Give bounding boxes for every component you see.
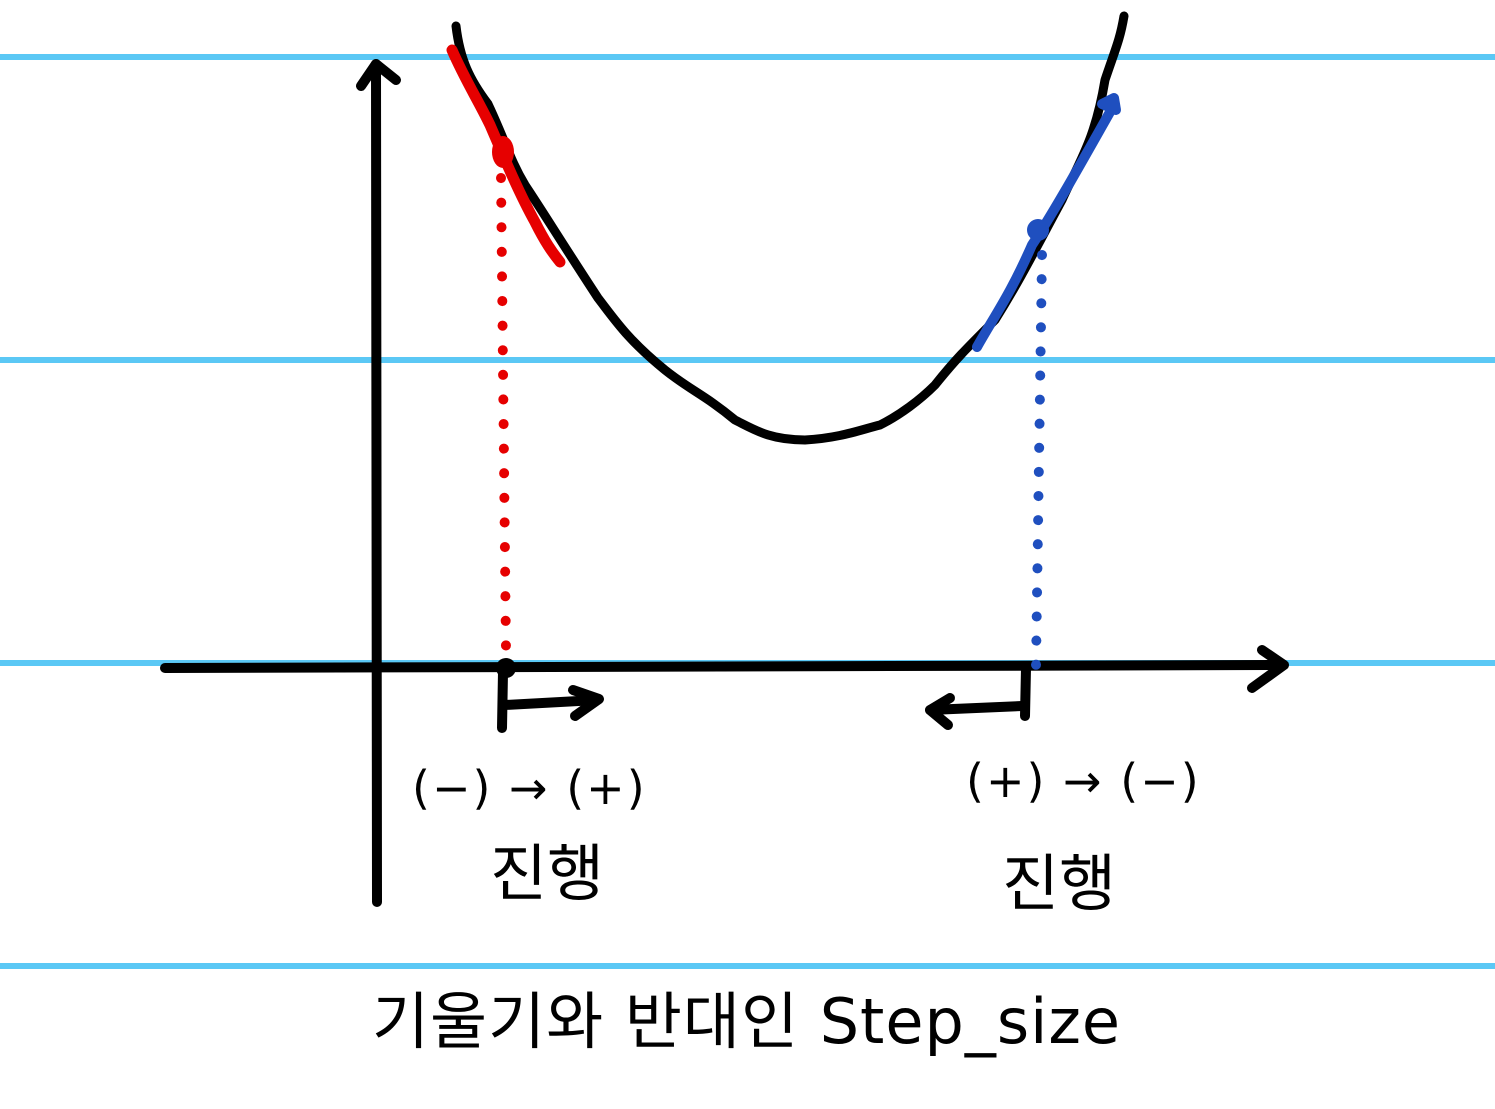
right-projection-dotted-line (1031, 250, 1047, 670)
left-step-arrow (500, 695, 602, 710)
left-tangent (446, 44, 566, 657)
left-proceed-label: 진행 (490, 837, 604, 910)
left-tangent-line (446, 44, 566, 268)
axes (160, 59, 1289, 907)
right-tangent-point (1027, 219, 1049, 241)
x-axis (160, 660, 1287, 673)
loss-curve (451, 11, 1129, 445)
y-axis (371, 59, 382, 907)
right-sign-change-label: (+) → (−) (966, 754, 1201, 808)
right-proceed-label: 진행 (1002, 847, 1116, 920)
left-step-arrowhead (568, 685, 604, 721)
diagram-caption: 기울기와 반대인 Step_size (372, 985, 1121, 1058)
right-step-arrow (925, 701, 1027, 715)
x-axis-arrowhead (1247, 645, 1289, 693)
step-arrows (496, 658, 1031, 733)
right-tangent-arrowhead (1097, 93, 1121, 115)
left-step-arrow-stem (497, 667, 508, 733)
y-axis-arrowhead (356, 59, 401, 91)
right-step-arrowhead (925, 693, 955, 730)
left-tangent-point (492, 136, 514, 168)
right-tangent-line (972, 107, 1115, 352)
left-sign-change-label: (−) → (+) (412, 761, 647, 815)
ruled-lines (0, 54, 1495, 969)
right-tangent (972, 93, 1121, 670)
left-projection-dotted-line (496, 173, 511, 657)
